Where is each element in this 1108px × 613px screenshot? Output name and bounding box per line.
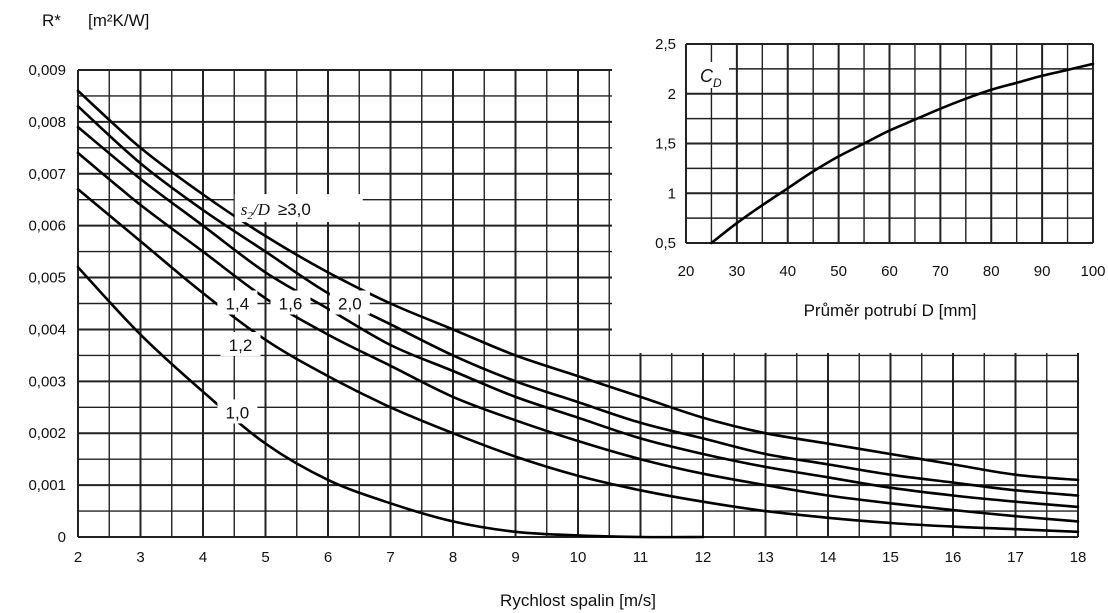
inset-x-tick-label: 50 — [830, 263, 847, 280]
main-y-tick-label: 0,001 — [28, 477, 66, 494]
main-x-tick-label: 14 — [820, 549, 837, 566]
inset-x-tick-label: 70 — [932, 263, 949, 280]
curve-label-background — [270, 290, 311, 315]
main-series-line — [76, 151, 1080, 523]
inset-y-tick-label: 0,5 — [655, 235, 676, 252]
main-y-tick-label: 0,003 — [28, 373, 66, 390]
inset-x-tick-label: 60 — [881, 263, 898, 280]
inset-x-tick-label: 40 — [779, 263, 796, 280]
inset-chart-ticks: 20 30 40 50 60 70 80 90 100 0,5 1 1,5 2 2,5 — [655, 36, 1105, 280]
main-series-line — [76, 105, 1080, 497]
main-chart-ticks: 2 3 4 5 6 7 8 9 10 11 12 13 14 15 16 17 1800,0010,0020,0… — [28, 62, 1086, 566]
curve-label: 1,4 — [226, 295, 250, 314]
main-y-tick-label: 0 — [58, 529, 66, 546]
main-x-tick-label: 3 — [136, 549, 144, 566]
curve-label: 1,6 — [279, 295, 303, 314]
inset-x-tick-label: 100 — [1080, 263, 1105, 280]
main-x-tick-label: 16 — [945, 549, 962, 566]
inset-y-tick-label: 2,5 — [655, 36, 676, 53]
curve-label-s2d: s2/D ≥3,0 — [241, 200, 311, 222]
main-series-line — [76, 125, 1080, 509]
inset-y-tick-label: 1,5 — [655, 136, 676, 153]
curve-label: 2,0 — [338, 295, 362, 314]
main-y-axis-label: R* — [42, 11, 61, 30]
curve-label-background — [220, 332, 261, 357]
main-chart-curve-labels: 1,0 1,2 1,4 1,6 2,0 s2/D ≥3,0 — [217, 194, 370, 424]
main-x-tick-label: 7 — [386, 549, 394, 566]
curve-label: 1,0 — [226, 403, 250, 422]
main-y-axis-unit: [m²K/W] — [88, 11, 149, 30]
main-y-tick-label: 0,007 — [28, 166, 66, 183]
main-y-tick-label: 0,004 — [28, 321, 66, 338]
inset-series-line — [710, 62, 1095, 245]
main-x-tick-label: 4 — [199, 549, 207, 566]
main-y-tick-label: 0,006 — [28, 218, 66, 235]
inset-x-axis-label: Průměr potrubí D [mm] — [804, 301, 977, 320]
main-chart-curves — [76, 89, 1080, 539]
inset-y-tick-label: 1 — [668, 185, 676, 202]
inset-x-tick-label: 30 — [729, 263, 746, 280]
main-x-tick-label: 17 — [1007, 549, 1024, 566]
inset-panel-background — [612, 2, 1106, 353]
main-y-tick-label: 0,008 — [28, 114, 66, 131]
main-x-tick-label: 9 — [511, 549, 519, 566]
inset-y-label-background — [687, 62, 729, 88]
curve-label-background — [329, 290, 370, 315]
main-series-line — [76, 265, 705, 539]
main-x-tick-label: 12 — [695, 549, 712, 566]
inset-x-tick-label: 90 — [1034, 263, 1051, 280]
inset-chart-curves — [710, 62, 1095, 245]
main-x-tick-label: 13 — [757, 549, 774, 566]
main-x-tick-label: 18 — [1070, 549, 1087, 566]
curve-label-background — [234, 194, 363, 223]
main-y-tick-label: 0,009 — [28, 62, 66, 79]
inset-y-tick-label: 2 — [668, 86, 676, 103]
main-x-tick-label: 6 — [324, 549, 332, 566]
main-x-tick-label: 15 — [882, 549, 899, 566]
main-x-tick-label: 11 — [633, 549, 649, 566]
curve-label: 1,2 — [229, 336, 253, 355]
main-x-tick-label: 10 — [570, 549, 587, 566]
main-x-axis-label: Rychlost spalin [m/s] — [500, 591, 656, 610]
main-y-tick-label: 0,005 — [28, 270, 66, 287]
curve-label-background — [217, 290, 258, 315]
curve-label-background — [217, 399, 258, 424]
main-x-tick-label: 5 — [261, 549, 269, 566]
inset-x-tick-label: 80 — [983, 263, 1000, 280]
main-x-tick-label: 2 — [74, 549, 82, 566]
main-y-tick-label: 0,002 — [28, 425, 66, 442]
inset-y-axis-label: CD — [700, 66, 722, 90]
main-x-tick-label: 8 — [449, 549, 457, 566]
inset-x-tick-label: 20 — [678, 263, 695, 280]
